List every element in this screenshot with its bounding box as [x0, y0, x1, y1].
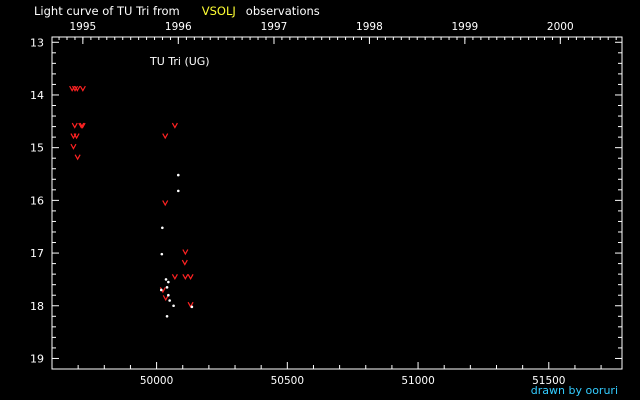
- credit-text: drawn by ooruri: [530, 384, 618, 397]
- upper-limit-marker: [74, 154, 81, 161]
- upper-limit-marker: [71, 122, 78, 129]
- observation-point: [159, 288, 163, 292]
- x-tick-label: 50500: [271, 375, 304, 387]
- upper-limit-marker: [187, 301, 194, 308]
- observation-point: [165, 315, 169, 318]
- plot-frame: [51, 36, 623, 370]
- y-tick-label: 17: [30, 247, 44, 260]
- year-tick-label: 2000: [547, 21, 574, 33]
- upper-limit-marker: [78, 122, 85, 129]
- upper-limit-marker: [71, 85, 79, 92]
- observation-point: [190, 305, 194, 309]
- y-tick-label: 13: [30, 36, 44, 49]
- y-tick-label: 19: [30, 352, 44, 365]
- observation-point: [165, 286, 169, 289]
- upper-limit-marker: [70, 143, 77, 150]
- y-tick-label: 14: [30, 89, 44, 102]
- y-tick-label: 18: [30, 300, 44, 313]
- x-tick-label: 51000: [401, 375, 434, 387]
- upper-limit-marker: [171, 122, 178, 129]
- upper-limit-marker: [162, 133, 169, 140]
- observation-point: [176, 173, 180, 177]
- upper-limit-marker: [187, 273, 194, 281]
- observation-point: [160, 252, 164, 256]
- y-tick-label: 15: [30, 142, 44, 155]
- title-suffix: observations: [245, 4, 320, 18]
- upper-limit-marker: [171, 273, 178, 281]
- x-tick-label: 51500: [532, 375, 565, 387]
- year-tick-label: 1996: [165, 21, 192, 33]
- upper-limit-marker: [162, 295, 169, 302]
- year-tick-label: 1999: [451, 21, 478, 33]
- upper-limit-marker: [162, 200, 169, 207]
- y-tick-label: 16: [30, 194, 44, 207]
- year-tick-label: 1998: [356, 21, 383, 33]
- observation-point: [172, 304, 175, 308]
- chart-title: Light curve of TU Tri from VSOLJ observati…: [34, 4, 320, 18]
- x-tick-label: 50000: [140, 375, 173, 387]
- observation-point: [176, 189, 180, 193]
- upper-limit-marker: [79, 85, 86, 92]
- upper-limit-marker: [73, 133, 80, 140]
- observation-point: [167, 293, 170, 297]
- title-text: Light curve of TU Tri from: [34, 4, 180, 18]
- star-label: TU Tri (UG): [149, 55, 210, 68]
- title-source: VSOLJ: [201, 4, 236, 18]
- observation-point: [161, 226, 164, 230]
- upper-limit-marker: [181, 259, 188, 266]
- observation-point: [167, 280, 170, 284]
- observation-point: [164, 278, 168, 281]
- upper-limit-marker: [79, 122, 86, 129]
- upper-limit-marker: [182, 273, 189, 281]
- upper-limit-marker: [74, 85, 81, 92]
- year-tick-label: 1995: [69, 21, 96, 33]
- observation-point: [168, 299, 171, 302]
- axis-ticks: 50000 50500 51000 51500 1995 1996 1997 1998 1999…: [30, 21, 622, 387]
- plot-border: [51, 36, 623, 370]
- year-tick-label: 1997: [261, 21, 288, 33]
- upper-limit-marker: [182, 249, 189, 256]
- data-points: [69, 85, 194, 318]
